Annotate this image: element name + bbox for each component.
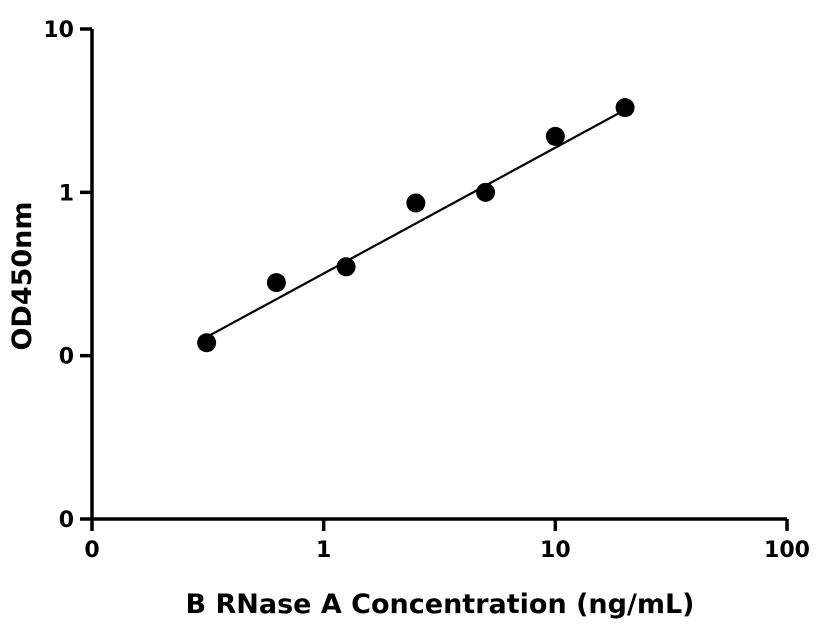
data-point [266,273,286,293]
y-ticks: 0 0 1 10 [43,18,92,533]
x-axis-title: B RNase A Concentration (ng/mL) [186,589,695,620]
x-tick-label: 0 [84,538,99,563]
data-point [197,333,217,353]
x-ticks: 0 1 10 100 [84,519,810,563]
y-tick-label: 10 [43,18,74,43]
y-tick-label: 0 [59,345,74,370]
x-tick-label: 1 [316,538,331,563]
data-points [197,98,635,353]
fit-line-group [206,108,626,339]
fit-line [206,108,626,339]
data-point [336,257,356,277]
data-point [545,126,565,146]
x-tick-label: 100 [764,538,810,563]
axes [90,29,787,521]
y-tick-label: 1 [59,181,74,206]
data-point [406,193,426,213]
y-axis-title: OD450nm [7,201,38,350]
data-point [615,98,635,118]
y-tick-label: 0 [59,508,74,533]
x-tick-label: 10 [540,538,571,563]
data-point [476,182,496,202]
